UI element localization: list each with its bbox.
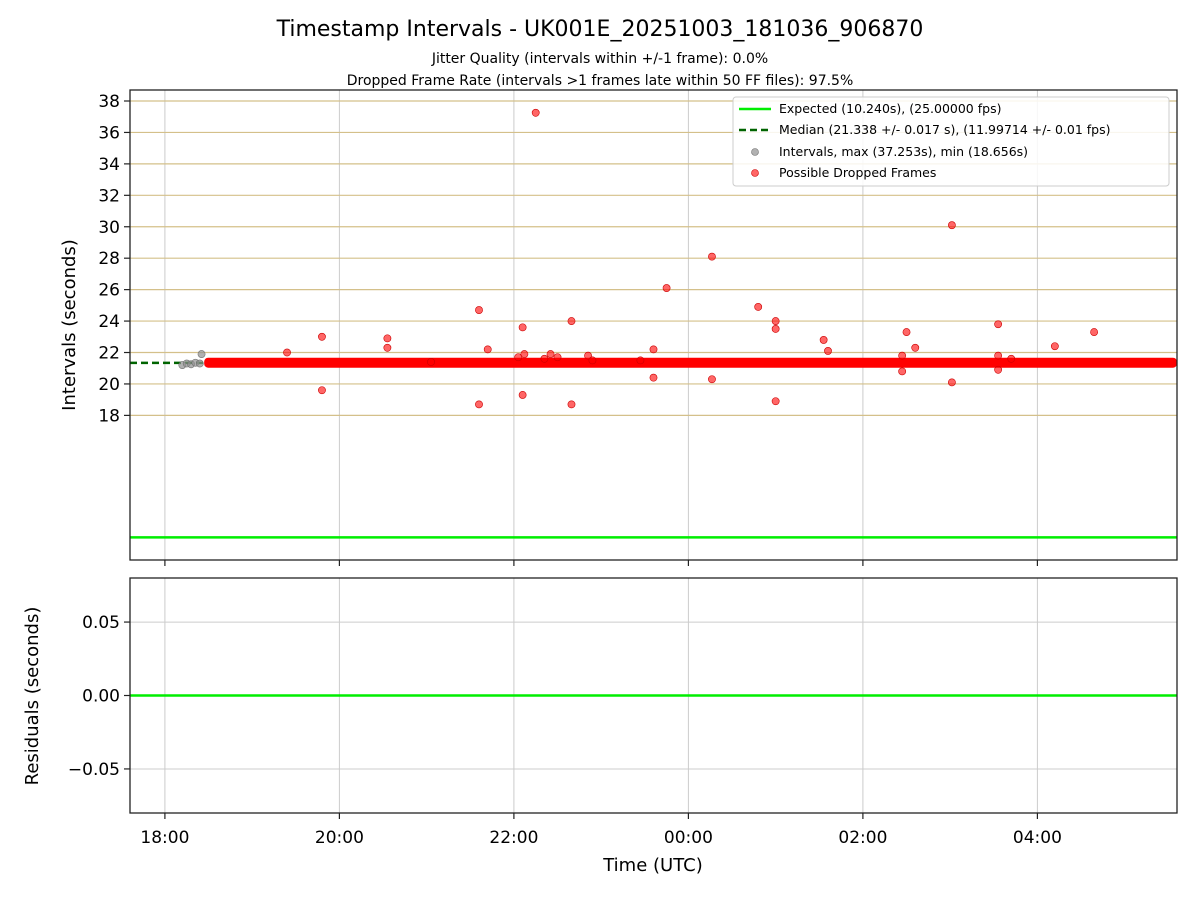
dropped-frame-point [383, 334, 392, 343]
dropped-frame-point [911, 343, 920, 352]
interval-point [195, 359, 204, 368]
dropped-frame-point [520, 350, 529, 358]
residuals-y-tick-label: 0.00 [82, 687, 120, 707]
intervals-panel: 18 20 22 24 26 28 30 32 34 36 38 Intervals (second… [59, 89, 1178, 566]
intervals-y-axis-label: Intervals (seconds) [59, 239, 80, 411]
chart-legend: Expected (10.240s), (25.00000 fps) Media… [732, 96, 1170, 187]
residuals-x-ticks: 18:00 20:00 22:00 00:00 02:00 04:00 [140, 813, 1062, 848]
residuals-y-tick-label: −0.05 [68, 760, 120, 780]
dropped-frame-point [518, 323, 527, 332]
dropped-frame-point [1050, 342, 1059, 351]
legend-expected-label: Expected (10.240s), (25.00000 fps) [779, 101, 1001, 116]
dropped-frame-point [754, 303, 763, 311]
x-axis-label: Time (UTC) [602, 855, 703, 876]
residuals-y-ticks: −0.05 0.00 0.05 [68, 613, 130, 780]
dropped-frame-point [819, 336, 828, 344]
dropped-frame-point [475, 400, 483, 409]
dropped-frame-point [567, 400, 576, 409]
chart-subtitle-dropped-rate: Dropped Frame Rate (intervals >1 frames … [347, 73, 854, 89]
dropped-frame-point [1090, 328, 1099, 336]
intervals-y-tick-label: 36 [98, 123, 120, 143]
x-tick-label: 02:00 [838, 828, 887, 848]
dropped-frame-point [708, 252, 716, 261]
x-tick-label: 04:00 [1013, 828, 1062, 848]
x-tick-label: 00:00 [664, 828, 713, 848]
dropped-frame-point [771, 325, 780, 333]
dropped-frame-point [994, 351, 1003, 360]
dropped-frame-point [1007, 354, 1016, 363]
interval-point [197, 350, 206, 358]
legend-box [732, 96, 1170, 187]
dropped-frame-point [898, 351, 907, 360]
residuals-y-tick-label: 0.05 [82, 613, 120, 633]
dropped-frame-point [567, 317, 576, 325]
dropped-frame-point [994, 365, 1003, 374]
legend-intervals-swatch [751, 148, 759, 156]
intervals-y-ticks: 18 20 22 24 26 28 30 32 34 36 38 [98, 92, 130, 426]
dropped-frame-point [708, 375, 716, 384]
dropped-frame-point [771, 317, 780, 325]
intervals-y-tick-label: 26 [98, 281, 120, 301]
legend-intervals-label: Intervals, max (37.253s), min (18.656s) [779, 144, 1028, 159]
legend-dropped-swatch [751, 169, 759, 177]
dropped-frame-point [994, 320, 1003, 329]
residuals-y-axis-label: Residuals (seconds) [22, 607, 43, 786]
dropped-frame-point [824, 347, 832, 355]
legend-median-label: Median (21.338 +/- 0.017 s), (11.99714 +… [779, 122, 1110, 137]
x-tick-label: 22:00 [489, 828, 538, 848]
dropped-frame-point [947, 221, 956, 230]
dropped-frame-point [546, 350, 555, 358]
intervals-y-tick-label: 24 [98, 312, 120, 332]
intervals-y-tick-label: 38 [98, 92, 120, 112]
dropped-frame-point [383, 343, 392, 352]
intervals-y-tick-label: 32 [98, 186, 120, 206]
dropped-frame-point [649, 345, 658, 354]
dropped-frame-point [283, 348, 291, 357]
dropped-frame-point [540, 354, 549, 363]
dropped-frame-point [475, 306, 483, 314]
intervals-y-tick-label: 28 [98, 249, 120, 269]
intervals-series [130, 108, 1177, 539]
dropped-frame-point [553, 353, 562, 362]
legend-dropped-label: Possible Dropped Frames [779, 165, 936, 180]
chart-title: Timestamp Intervals - UK001E_20251003_18… [276, 17, 924, 42]
x-tick-label: 20:00 [315, 828, 364, 848]
dropped-frame-point [636, 356, 645, 365]
intervals-y-tick-label: 22 [98, 344, 120, 364]
dropped-frames-band [204, 357, 1177, 368]
dropped-frame-point [649, 373, 658, 382]
dropped-frame-point [588, 356, 597, 365]
dropped-frame-point [898, 367, 907, 376]
intervals-axes-frame [129, 89, 1178, 561]
dropped-frame-point [318, 386, 326, 395]
dropped-frame-point [318, 332, 326, 341]
dropped-frame-point [483, 345, 492, 354]
dropped-frame-point [902, 328, 911, 336]
intervals-y-tick-label: 20 [98, 375, 120, 395]
dropped-frame-point [771, 397, 780, 406]
x-tick-label: 18:00 [140, 828, 189, 848]
chart-subtitle-jitter: Jitter Quality (intervals within +/-1 fr… [431, 51, 768, 67]
dropped-frame-point [662, 284, 671, 292]
intervals-y-tick-label: 34 [98, 155, 120, 175]
intervals-y-tick-label: 30 [98, 218, 120, 238]
dropped-frame-point [518, 391, 527, 399]
intervals-x-ticks [164, 560, 1039, 566]
dropped-frame-point [531, 108, 540, 117]
dropped-frame-point [947, 378, 956, 387]
intervals-y-tick-label: 18 [98, 406, 120, 426]
residuals-panel: −0.05 0.00 0.05 18:00 20:00 22:00 00:00 02:00 0… [22, 577, 1178, 876]
dropped-frame-point [427, 358, 435, 366]
dropped-frame-point [514, 353, 523, 362]
